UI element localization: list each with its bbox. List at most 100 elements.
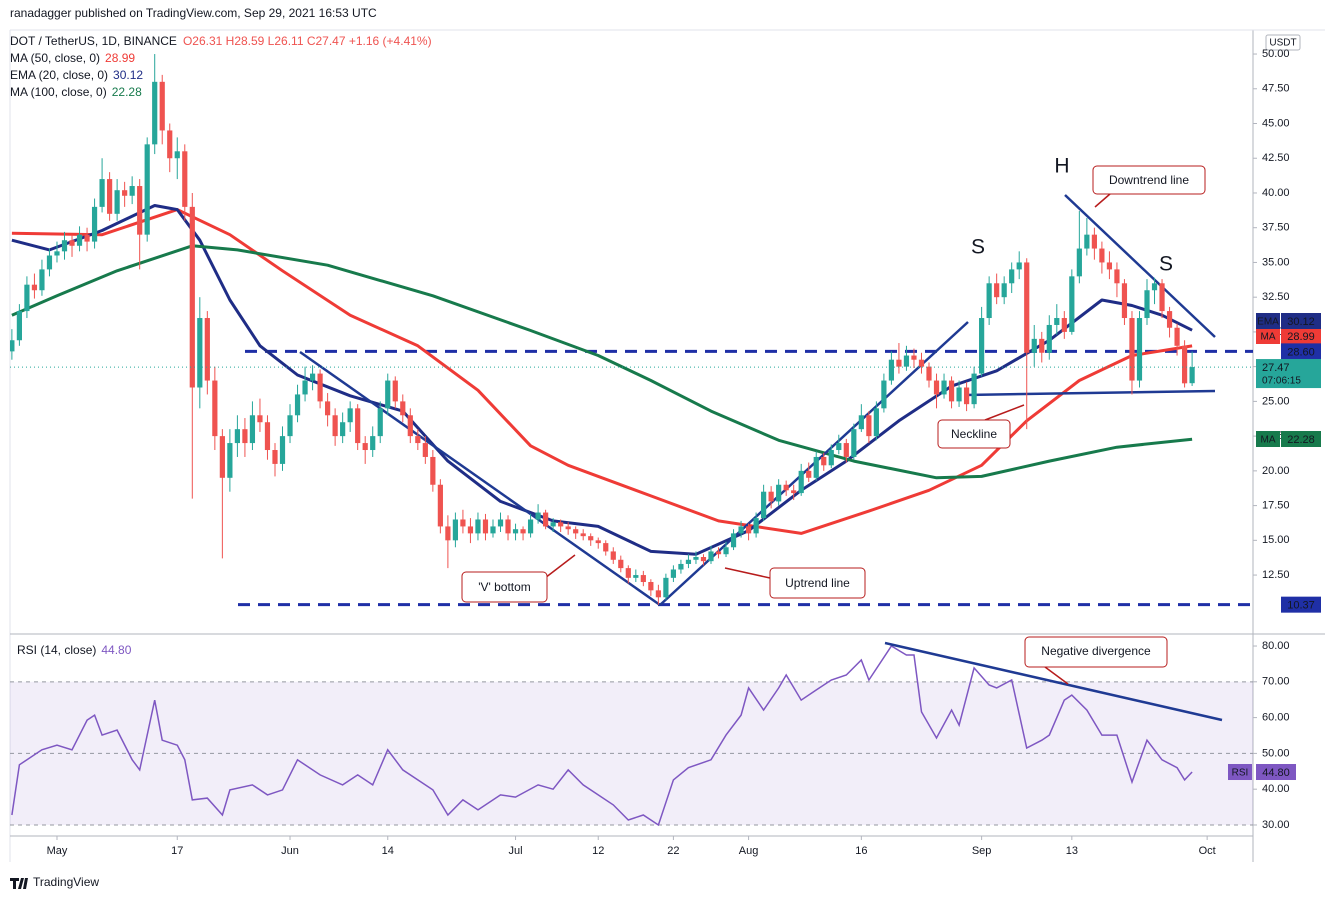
candle-body (580, 533, 586, 537)
candle-body (1189, 367, 1195, 384)
candle-body (941, 380, 947, 395)
candle-body (482, 519, 489, 534)
legend-entry: MA (100, close, 0) 22.28 (10, 85, 142, 99)
candle-body (189, 206, 195, 388)
rsi-line (11, 644, 1193, 827)
candle-body (475, 519, 481, 534)
candle-body (152, 81, 158, 145)
trend-line (964, 389, 1216, 397)
pattern-label: S (971, 236, 985, 259)
overlay-value: 28.99 (1287, 331, 1315, 343)
level-value: 10.37 (1287, 600, 1315, 612)
pattern-label: S (1159, 253, 1173, 276)
candle-body (603, 543, 609, 552)
candle-body (490, 526, 496, 534)
candle-body (505, 519, 511, 534)
level-value: 28.60 (1287, 346, 1315, 358)
candle-body (663, 577, 669, 598)
candle-body (1039, 338, 1045, 353)
candle-body (550, 522, 556, 527)
candle-body (1114, 269, 1120, 284)
candle-body (302, 380, 308, 395)
candle-body (24, 284, 30, 312)
candle-body (926, 366, 932, 381)
symbol-line: DOT / TetherUS, 1D, BINANCE O26.31 H28.59… (10, 34, 432, 48)
candle-body (385, 380, 391, 409)
candle-body (317, 373, 323, 402)
candle-body (219, 436, 225, 478)
overlay-value-box (1281, 431, 1321, 447)
candle-body (362, 443, 368, 451)
rsi-tag: RSI (1232, 768, 1249, 779)
last-price-box (1256, 359, 1321, 389)
candle-body (272, 450, 278, 464)
annotation-box (769, 567, 866, 599)
annotation-pointer (984, 404, 1025, 421)
candle-body (54, 251, 60, 256)
candle-body (693, 556, 699, 560)
moving-average (11, 244, 1193, 480)
rsi-legend: RSI (14, close) 44.80 (17, 643, 132, 657)
candle-body (670, 569, 677, 578)
candle-body (761, 491, 767, 519)
candle-body (1144, 290, 1150, 319)
candle-body (10, 340, 15, 352)
level-value-box (1281, 343, 1321, 360)
currency-badge: USDT (1265, 34, 1301, 51)
candle-body (700, 556, 707, 562)
candle-body (573, 529, 579, 534)
y-tick-label: 35.00 (1262, 256, 1290, 268)
candle-body (39, 269, 45, 291)
annotation-box (1092, 165, 1206, 195)
overlay-tag-box (1256, 328, 1280, 344)
candle-body (588, 536, 594, 541)
candle-body (948, 380, 955, 402)
x-tick-label: Oct (1199, 845, 1216, 857)
legend-value: 22.28 (112, 85, 142, 99)
level-value-box (1281, 596, 1321, 613)
candle-body (1181, 345, 1188, 384)
y-tick-label: 50.00 (1262, 747, 1290, 759)
candle-body (1091, 234, 1097, 249)
candle-body (31, 284, 38, 291)
candle-body (452, 519, 459, 541)
x-tick-label: Jul (509, 845, 523, 857)
x-tick-label: 13 (1066, 845, 1078, 857)
annotation: Uptrend line (785, 576, 850, 590)
x-tick-label: May (47, 845, 68, 857)
candle-body (309, 373, 316, 381)
candle-body (467, 526, 474, 534)
candle-body (114, 190, 120, 214)
candle-body (392, 380, 398, 402)
annotation-pointer (724, 567, 771, 579)
annotation-pointer (1094, 193, 1111, 208)
candle-body (1136, 318, 1143, 381)
candle-body (415, 436, 421, 444)
legend-name: EMA (20, close, 0) (10, 68, 108, 82)
candle-body (618, 559, 624, 569)
legend-name: MA (100, close, 0) (10, 85, 107, 99)
legend-name: MA (50, close, 0) (10, 51, 100, 65)
candle-body (888, 359, 895, 381)
candle-body (918, 359, 925, 367)
candle-body (1151, 283, 1158, 291)
candle-body (1121, 283, 1128, 319)
candle-body (167, 130, 173, 159)
rsi-pane (10, 641, 1253, 827)
candle-body (325, 401, 331, 416)
moving-average (11, 208, 1193, 535)
x-tick-label: Sep (972, 845, 992, 857)
x-tick-label: 16 (855, 845, 867, 857)
candle-body (122, 190, 128, 196)
candle-body (753, 518, 759, 534)
candle-body (678, 563, 684, 570)
candle-body (1046, 324, 1052, 353)
candle-body (91, 206, 98, 242)
candle-body (69, 240, 75, 246)
candle-body (144, 144, 150, 235)
y-tick-label: 37.50 (1262, 222, 1290, 234)
candle-body (595, 540, 601, 544)
annotation-box (461, 571, 548, 603)
